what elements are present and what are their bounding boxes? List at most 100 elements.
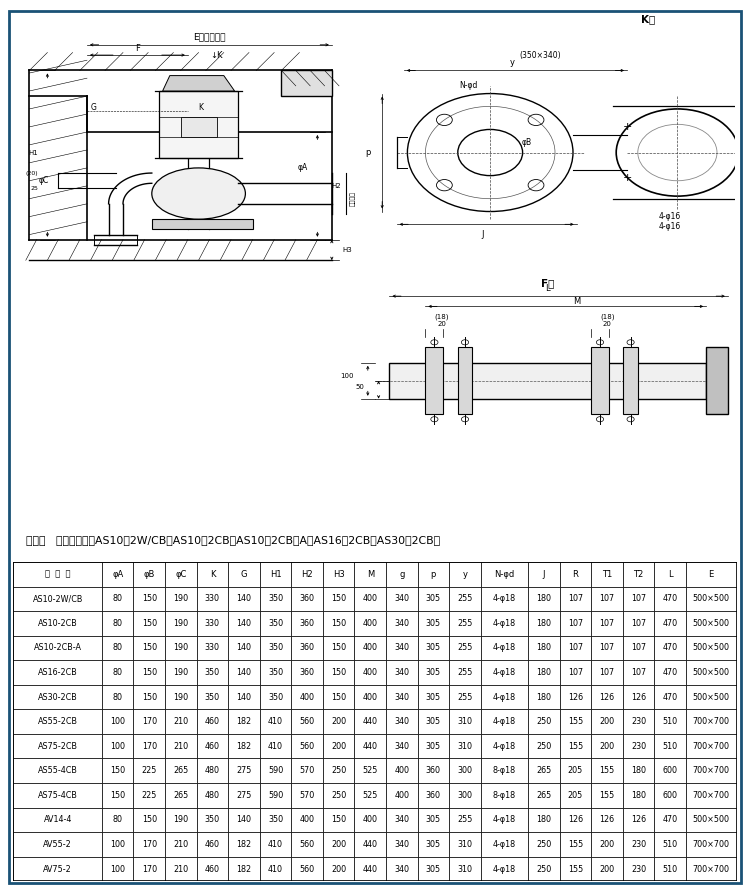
Bar [528, 660, 560, 685]
Bar [355, 636, 386, 660]
Bar [291, 611, 323, 636]
Text: 700×700: 700×700 [693, 717, 730, 726]
Bar [418, 783, 449, 807]
Bar [165, 783, 196, 807]
Bar [655, 562, 686, 587]
Bar [196, 832, 228, 856]
Bar [686, 783, 736, 807]
Bar [622, 758, 655, 783]
Text: 150: 150 [110, 766, 125, 775]
Text: 350: 350 [205, 668, 220, 677]
Bar [196, 783, 228, 807]
Text: 100: 100 [110, 864, 125, 873]
Bar [655, 832, 686, 856]
Bar [386, 611, 418, 636]
Text: 510: 510 [663, 717, 678, 726]
Bar [291, 832, 323, 856]
Bar [13, 587, 102, 611]
Text: 255: 255 [458, 668, 472, 677]
Text: 340: 340 [394, 741, 410, 751]
Bar [560, 709, 591, 734]
Bar [228, 562, 260, 587]
Text: 500×500: 500×500 [693, 692, 730, 702]
Text: 560: 560 [299, 741, 315, 751]
Text: AS75-2CB: AS75-2CB [38, 741, 78, 751]
Text: 470: 470 [663, 643, 678, 652]
Text: L: L [668, 570, 673, 579]
Text: 210: 210 [173, 717, 188, 726]
Bar [686, 636, 736, 660]
Bar [260, 856, 291, 881]
Bar [291, 685, 323, 709]
Text: 200: 200 [599, 864, 614, 873]
Bar [228, 856, 260, 881]
Bar [13, 709, 102, 734]
Text: 470: 470 [663, 668, 678, 677]
Text: 80: 80 [112, 619, 123, 628]
Bar [528, 636, 560, 660]
Text: 126: 126 [631, 692, 646, 702]
Text: M: M [367, 570, 374, 579]
Text: K: K [199, 103, 203, 112]
Bar [481, 783, 528, 807]
Text: 4-φ18: 4-φ18 [493, 594, 516, 603]
Bar [449, 856, 481, 881]
Text: 150: 150 [332, 692, 346, 702]
Bar [622, 611, 655, 636]
Bar [355, 856, 386, 881]
Bar [560, 660, 591, 685]
Bar [355, 587, 386, 611]
Bar [260, 636, 291, 660]
Text: 150: 150 [332, 668, 346, 677]
Text: T2: T2 [634, 570, 644, 579]
Bar [449, 562, 481, 587]
Bar [655, 734, 686, 758]
Bar [181, 117, 217, 137]
Bar [355, 611, 386, 636]
Text: 460: 460 [205, 717, 220, 726]
Text: 410: 410 [268, 741, 283, 751]
Text: 126: 126 [599, 692, 614, 702]
Text: 210: 210 [173, 864, 188, 873]
Bar [481, 856, 528, 881]
Text: AS16-2CB: AS16-2CB [38, 668, 77, 677]
Text: 300: 300 [458, 791, 472, 800]
Text: 150: 150 [142, 692, 157, 702]
Text: 340: 340 [394, 594, 410, 603]
Text: 140: 140 [236, 668, 251, 677]
Bar [228, 587, 260, 611]
Bar [165, 660, 196, 685]
Text: AS55-4CB: AS55-4CB [38, 766, 78, 775]
Bar [13, 856, 102, 881]
Text: 525: 525 [362, 766, 378, 775]
Text: 305: 305 [426, 840, 441, 849]
Bar [458, 347, 472, 414]
Bar [323, 832, 355, 856]
Bar [655, 636, 686, 660]
Text: 305: 305 [426, 594, 441, 603]
Text: 305: 305 [426, 692, 441, 702]
Bar [528, 587, 560, 611]
Bar [196, 807, 228, 832]
Bar [418, 807, 449, 832]
Text: AV14-4: AV14-4 [44, 815, 72, 824]
Bar [386, 562, 418, 587]
Bar [686, 734, 736, 758]
Text: 330: 330 [205, 594, 220, 603]
Text: 150: 150 [332, 815, 346, 824]
Text: 190: 190 [173, 594, 188, 603]
Text: 155: 155 [599, 791, 615, 800]
Text: 140: 140 [236, 692, 251, 702]
Text: 182: 182 [236, 741, 251, 751]
Text: M: M [573, 297, 580, 306]
Bar [655, 587, 686, 611]
Text: 100: 100 [340, 373, 353, 378]
Bar [13, 832, 102, 856]
Bar [560, 734, 591, 758]
Bar [591, 832, 622, 856]
Text: 340: 340 [394, 840, 410, 849]
Bar [560, 856, 591, 881]
Bar [228, 758, 260, 783]
Bar [134, 660, 165, 685]
Text: 140: 140 [236, 815, 251, 824]
